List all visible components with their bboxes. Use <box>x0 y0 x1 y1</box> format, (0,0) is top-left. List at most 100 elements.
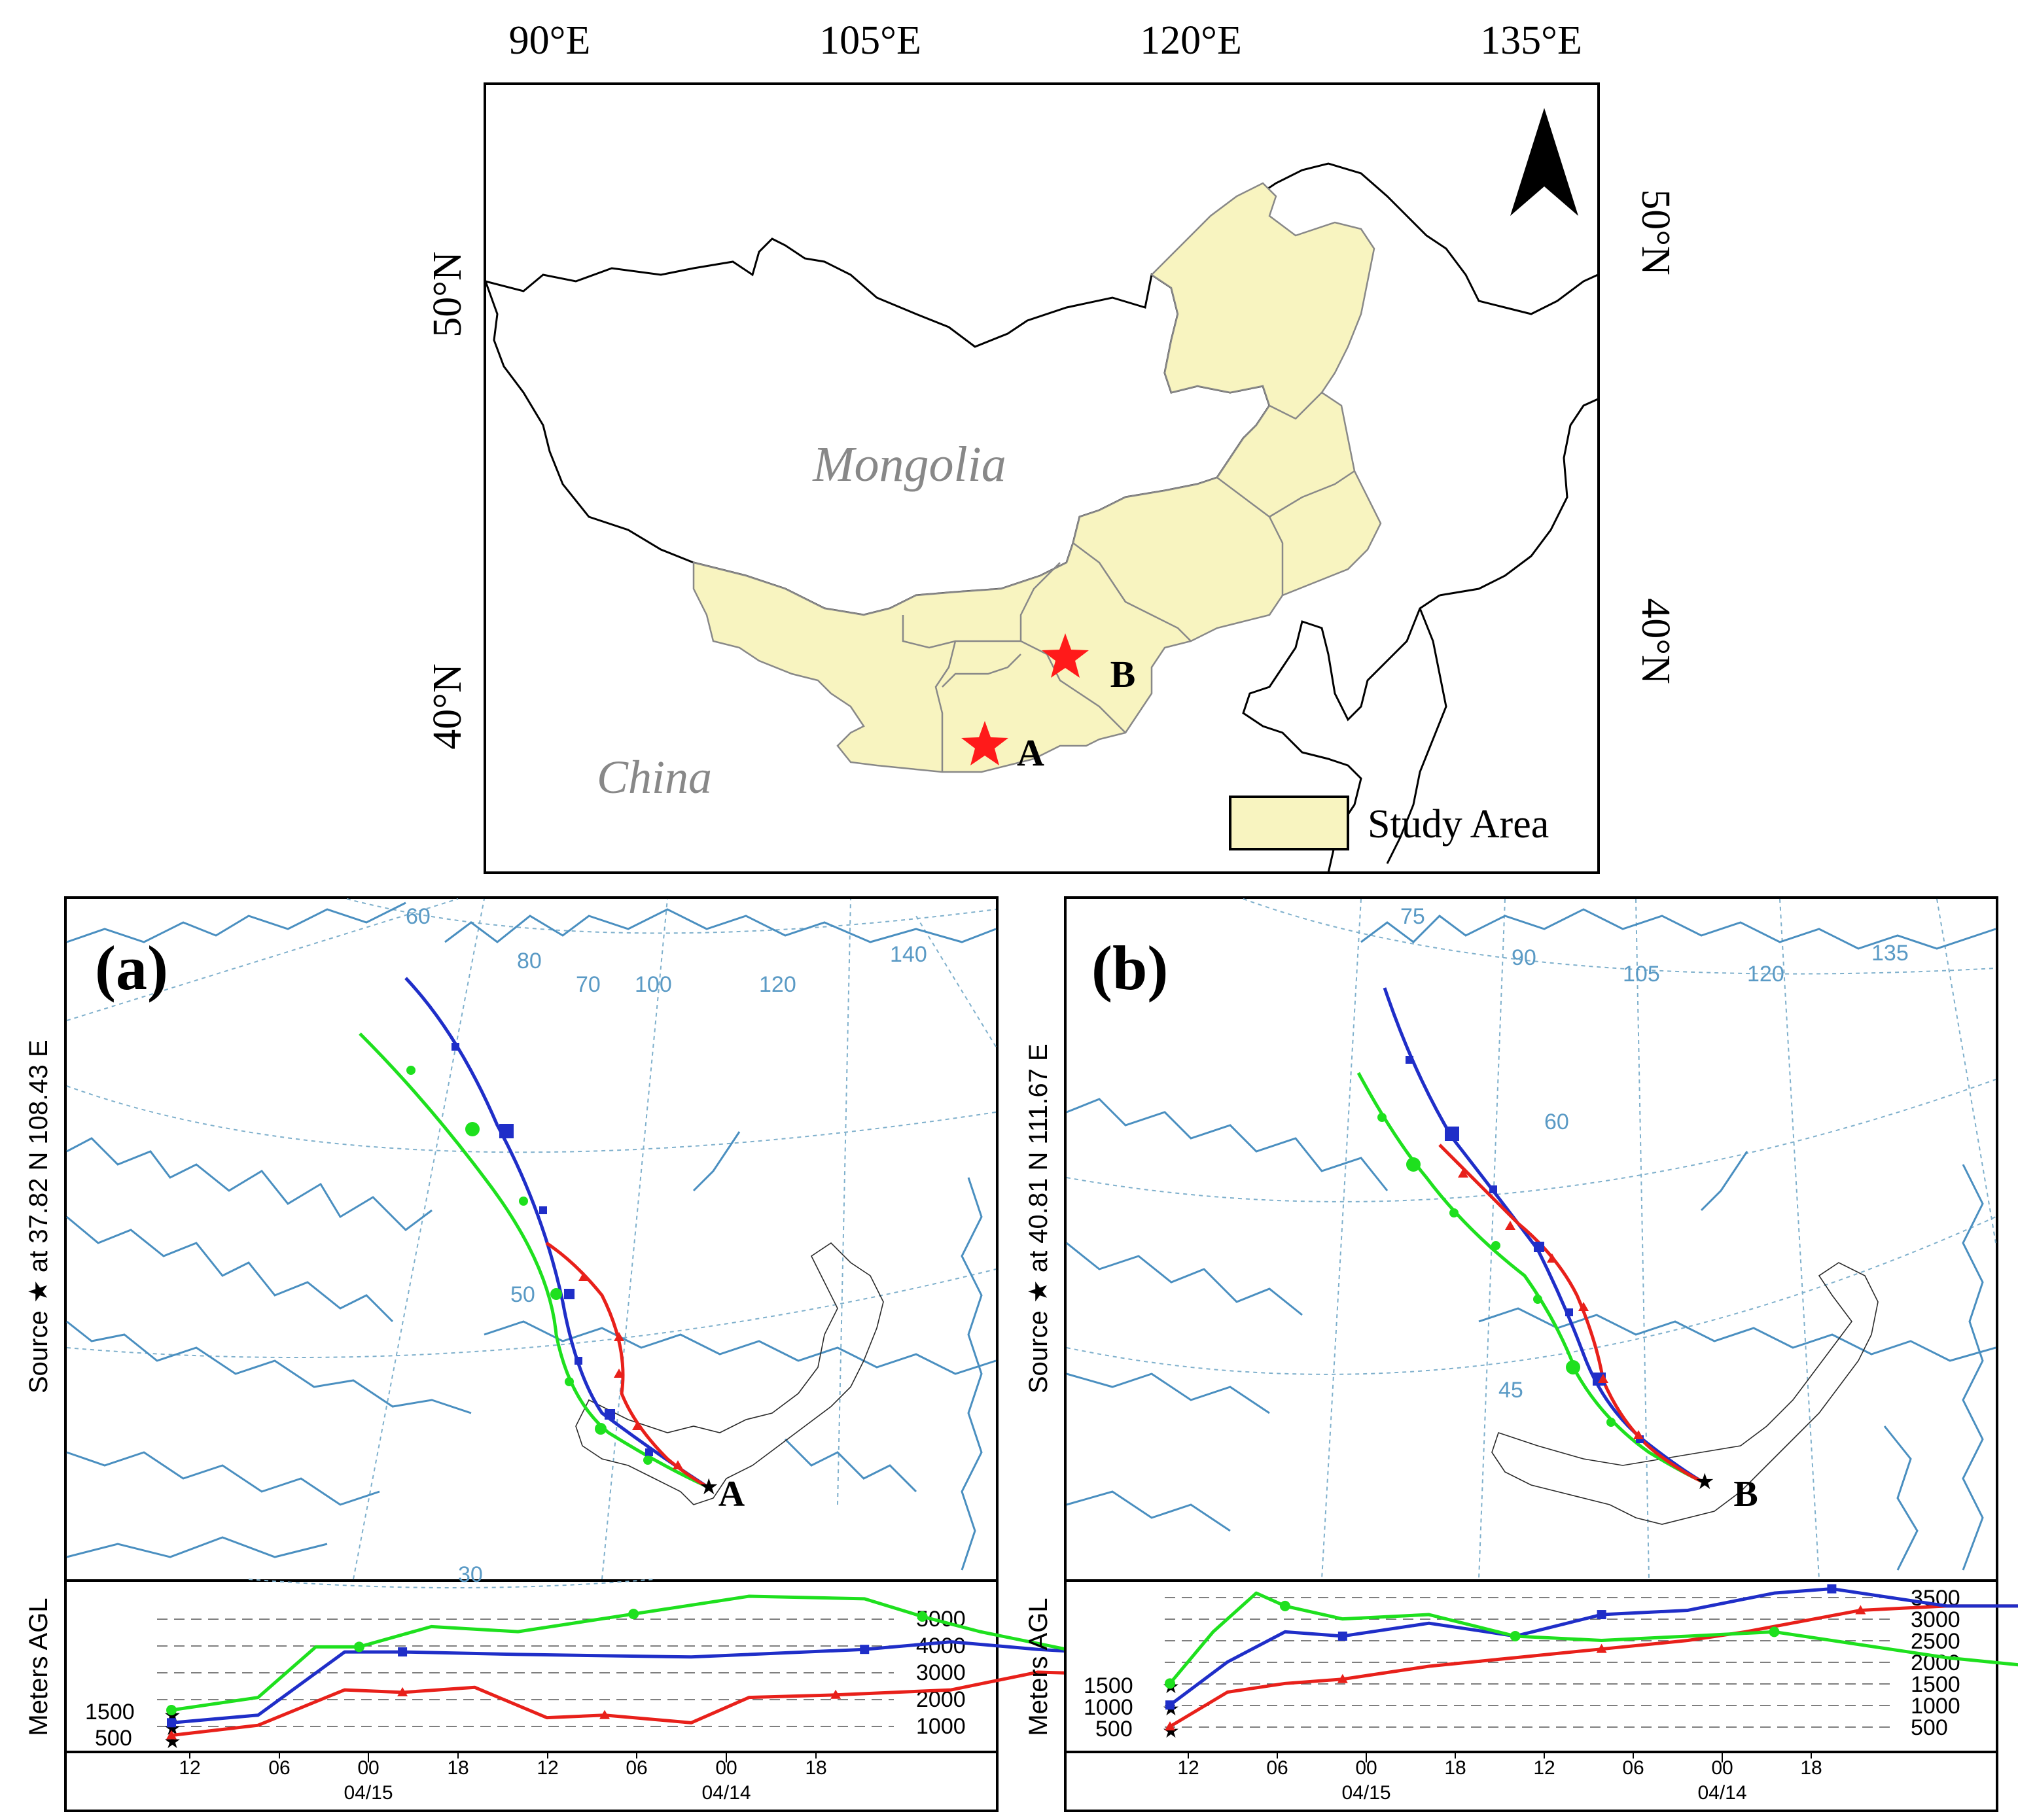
lon-label-135e: 135°E <box>1480 18 1582 63</box>
height-series-line <box>1169 1587 2018 1707</box>
grid-label: 105 <box>1623 962 1660 987</box>
height-series-marker <box>860 1645 870 1654</box>
panel-b-date-frame <box>1064 1751 1998 1812</box>
date-label: 04/15 <box>1341 1782 1390 1804</box>
lat-label-right-50n: 50°N <box>1633 189 1678 275</box>
time-tick: 06 <box>1622 1757 1644 1779</box>
time-tick: 18 <box>447 1757 469 1779</box>
date-label: 04/15 <box>344 1782 393 1804</box>
site-b-star <box>1042 633 1089 678</box>
time-tick: 06 <box>268 1757 290 1779</box>
panel-b-coastlines <box>1066 908 1996 1571</box>
height-series-marker <box>1855 1605 1866 1615</box>
height-label: 1500 <box>1911 1672 1960 1697</box>
time-tick: 12 <box>1177 1757 1199 1779</box>
province-boundaries <box>902 392 1355 772</box>
lat-label-left-40n: 40°N <box>425 663 470 750</box>
panel-b-admin-boundary <box>1491 1262 1879 1525</box>
site-b-label: B <box>1110 653 1136 695</box>
height-series-marker <box>166 1730 177 1740</box>
height-series-marker <box>353 1641 364 1653</box>
panel-b-graticule <box>1066 898 1996 1580</box>
panel-b-source-text: Source ★ at 40.81 N 111.67 E <box>1024 1043 1053 1393</box>
panel-a-grid-labels: 60 80 70 100 120 140 50 30 <box>406 904 927 1587</box>
grid-label: 45 <box>1498 1378 1523 1403</box>
height-label: 1500 <box>1084 1673 1133 1698</box>
panel-a-time-tickmarks <box>189 1752 817 1762</box>
site-a-star <box>961 721 1008 765</box>
height-series-line <box>1169 1591 2018 1685</box>
lon-label-105e: 105°E <box>819 18 921 63</box>
lon-label-120e: 120°E <box>1140 18 1242 63</box>
russia-boundary <box>1256 162 1599 315</box>
height-series-marker <box>397 1687 408 1696</box>
height-label: 500 <box>1911 1715 1948 1740</box>
panel-a-label: (a) <box>95 933 168 1003</box>
height-label: 3000 <box>1911 1607 1960 1632</box>
time-tick: 12 <box>179 1757 200 1779</box>
panel-a-time-ticks: 12 06 00 18 12 06 00 18 04/15 04/14 <box>179 1757 826 1804</box>
legend-label: Study Area <box>1368 802 1549 847</box>
grid-label: 80 <box>517 949 542 973</box>
panel-b-site-label: B <box>1733 1474 1758 1514</box>
time-tick: 18 <box>1800 1757 1822 1779</box>
panel-b-label: (b) <box>1091 933 1168 1003</box>
grid-label: 75 <box>1400 904 1425 929</box>
top-map: 90°E 105°E 120°E 135°E 50°N 40°N 50°N 40… <box>425 18 1678 874</box>
panel-a-admin-boundary <box>575 1242 884 1505</box>
time-tick: 18 <box>805 1757 826 1779</box>
height-label: 2500 <box>1911 1629 1960 1654</box>
grid-label: 70 <box>576 972 601 997</box>
height-series-marker <box>830 1689 841 1699</box>
grid-label: 140 <box>890 942 927 967</box>
panel-a-trajectories: ★ <box>359 977 718 1499</box>
grid-label: 100 <box>635 972 672 997</box>
height-series-marker <box>166 1705 177 1715</box>
traj-a-blue <box>404 977 708 1488</box>
panel-a-map-frame <box>64 896 999 1582</box>
lon-label-90e: 90°E <box>509 18 591 63</box>
height-label: 3000 <box>916 1660 966 1685</box>
height-series-marker <box>599 1709 611 1719</box>
panel-b: 75 90 105 120 135 60 45 <box>1024 896 2018 1812</box>
grid-label: 50 <box>510 1282 535 1307</box>
lat-label-left-50n: 50°N <box>425 251 470 338</box>
height-series-marker <box>398 1647 408 1657</box>
panel-a-site-label: A <box>718 1474 745 1514</box>
height-label: 4000 <box>916 1634 966 1658</box>
grid-label: 120 <box>1747 962 1784 987</box>
panel-a-source-text: Source ★ at 37.82 N 108.43 E <box>24 1040 53 1393</box>
panel-a-height-frame <box>64 1579 999 1753</box>
panel-b-time-tickmarks <box>1188 1752 1812 1762</box>
grid-label: 60 <box>1544 1110 1569 1134</box>
grid-label: 60 <box>406 904 431 929</box>
time-tick: 12 <box>537 1757 558 1779</box>
site-a-label: A <box>1017 731 1044 774</box>
height-series-marker <box>167 1718 176 1728</box>
height-series-marker <box>1165 1678 1175 1689</box>
panel-b-left-height-labels: 1500 1000 500 <box>1084 1673 1133 1741</box>
date-label: 04/14 <box>1697 1782 1746 1804</box>
country-label-china: China <box>597 751 712 803</box>
grid-label: 30 <box>458 1562 483 1587</box>
height-series-marker <box>1337 1631 1347 1641</box>
panel-a-date-frame <box>64 1751 999 1812</box>
legend-swatch <box>1229 796 1349 850</box>
coastline-korea <box>1386 608 1447 864</box>
panel-a-right-height-labels: 5000 4000 3000 2000 1000 <box>916 1607 966 1739</box>
height-series-line <box>1169 1604 2018 1728</box>
height-series-marker <box>1596 1643 1607 1653</box>
country-label-mongolia: Mongolia <box>812 437 1006 492</box>
grid-label: 90 <box>1512 945 1536 970</box>
traj-b-red <box>1438 1144 1703 1483</box>
height-label: 1000 <box>916 1714 966 1739</box>
panel-b-grid-labels: 75 90 105 120 135 60 45 <box>1400 904 1909 1403</box>
height-label: 1000 <box>1911 1694 1960 1719</box>
grid-label: 120 <box>759 972 796 997</box>
height-series-marker <box>1337 1673 1348 1683</box>
date-label: 04/14 <box>701 1782 751 1804</box>
lat-label-right-40n: 40°N <box>1633 598 1678 684</box>
height-series-marker <box>628 1609 639 1620</box>
height-series-marker <box>1827 1584 1837 1594</box>
panel-a-source-star-icon: ★ <box>699 1475 718 1499</box>
